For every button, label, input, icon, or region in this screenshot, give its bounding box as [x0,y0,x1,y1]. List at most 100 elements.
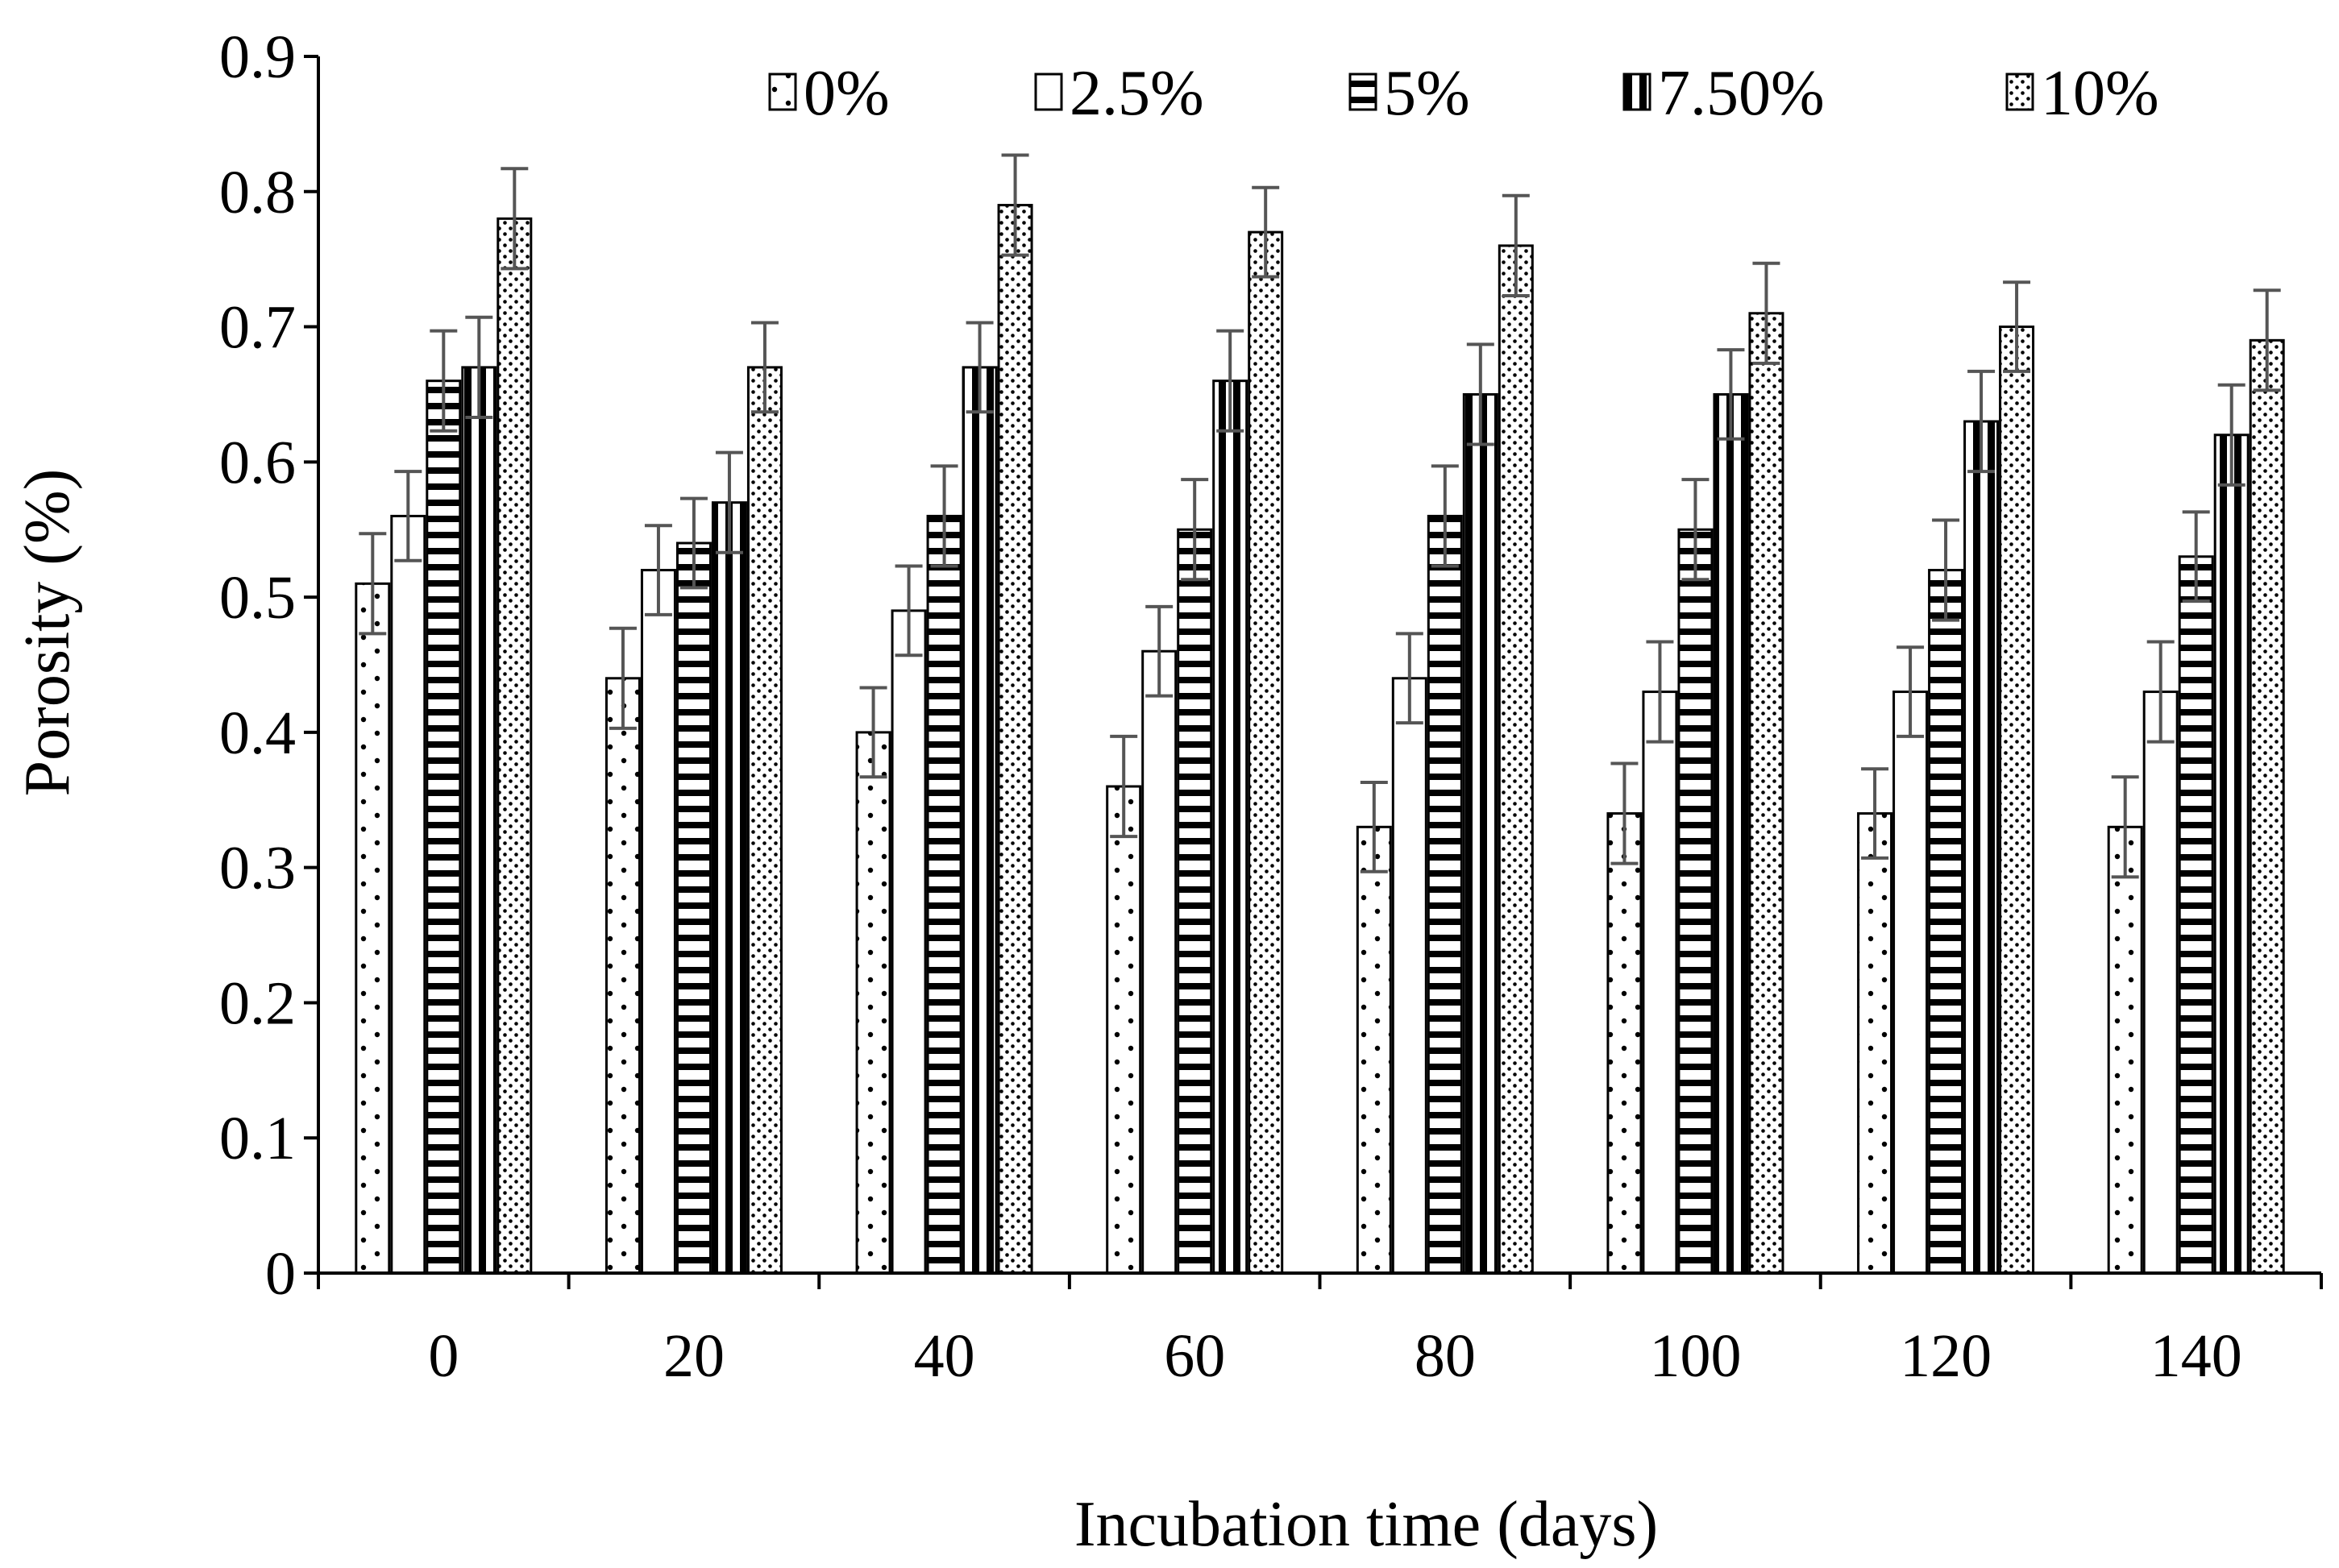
legend-swatch [1348,73,1377,111]
error-bar [609,626,637,730]
legend-swatch [2005,73,2034,111]
error-bar [430,329,458,433]
bar [1606,812,1643,1275]
bar [962,366,998,1275]
bar [390,514,426,1275]
error-bar [930,464,958,568]
y-axis-title: Porosity (%) [12,469,83,797]
y-tick-label: 0.4 [219,699,296,767]
error-bar [2217,383,2246,487]
error-bar [1717,348,1745,441]
bar [461,366,497,1275]
series-3 [461,315,2250,1275]
error-bar [1431,464,1459,568]
error-bar [1181,478,1209,582]
bar [1356,825,1392,1275]
x-tick-label: 0 [428,1322,459,1390]
error-bar [1967,369,1996,474]
error-bar [501,167,529,271]
error-bar [966,321,994,414]
bar [1141,649,1178,1275]
error-bar [1752,261,1780,365]
y-tick-label: 0.2 [219,969,296,1037]
bar [1857,812,1893,1275]
series-2 [426,329,2214,1275]
bar [1963,420,2000,1275]
error-bar [1932,518,1960,622]
y-tick-label: 0 [265,1240,296,1308]
y-tick-label: 0.5 [219,564,296,632]
x-tick-label: 40 [914,1322,975,1390]
legend-label: 7.50% [1658,58,1825,129]
y-tick-label: 0.9 [219,23,296,91]
bar [2213,433,2250,1275]
error-bar [2182,510,2210,604]
bar [1427,514,1463,1275]
bar [1462,392,1498,1275]
error-bar [750,321,779,414]
error-bar [679,496,708,590]
bar [1999,326,2035,1275]
y-tick-label: 0.1 [219,1105,296,1172]
bar [2107,825,2143,1275]
bar [426,380,462,1275]
x-tick-label: 80 [1415,1322,1476,1390]
bar [997,204,1033,1275]
error-bar [1897,645,1925,738]
legend-item: 0% [768,58,890,129]
bar [496,217,533,1275]
x-tick-label: 20 [663,1322,725,1390]
error-bar [1395,632,1423,725]
bar [1677,528,1714,1275]
legend-label: 2.5% [1070,58,1204,129]
y-tick-label: 0.3 [219,835,296,902]
bar [2178,555,2214,1275]
error-bar [644,524,672,616]
error-bar [1001,153,1029,257]
x-axis-title: Incubation time (days) [1074,1489,1658,1560]
x-tick-label: 140 [2150,1322,2242,1390]
bar [604,677,641,1275]
bar [2249,338,2285,1275]
error-bar [1110,734,1138,839]
error-bar [1861,767,1889,860]
legend-swatch [1622,73,1651,111]
legend-item: 7.50% [1622,58,1825,129]
x-tick-label: 120 [1900,1322,1992,1390]
error-bar [2253,288,2281,392]
legend-item: 2.5% [1034,58,1204,129]
bar [1748,312,1784,1275]
plot-area [355,153,2285,1275]
bar [640,569,676,1275]
bar [1248,230,1284,1275]
error-bar [2146,640,2175,744]
error-bar [1646,640,1674,744]
bar [855,731,891,1275]
series-1 [390,470,2179,1275]
error-bar [1252,185,1280,279]
x-axis: 0 20 40 60 80 100 120 140 [317,1271,2323,1390]
error-bar [1360,780,1388,873]
legend: 0% 2.5% 5% 7.50% 10% [768,58,2159,129]
bar [2142,691,2179,1275]
bar [891,609,927,1275]
bar [926,514,962,1275]
error-bar [1681,478,1710,582]
error-bar [1216,329,1244,433]
bar [355,582,391,1275]
legend-label: 0% [804,58,890,129]
bar [1212,380,1248,1275]
error-bar [359,532,387,636]
bar [711,501,747,1275]
legend-item: 10% [2005,58,2159,129]
series-0 [355,532,2143,1275]
bar [1498,244,1534,1275]
y-tick-label: 0.8 [219,159,296,226]
error-bar [394,470,422,562]
bar [675,541,712,1275]
bar [1177,528,1213,1275]
legend-swatch [768,73,797,111]
bar [1928,569,1964,1275]
